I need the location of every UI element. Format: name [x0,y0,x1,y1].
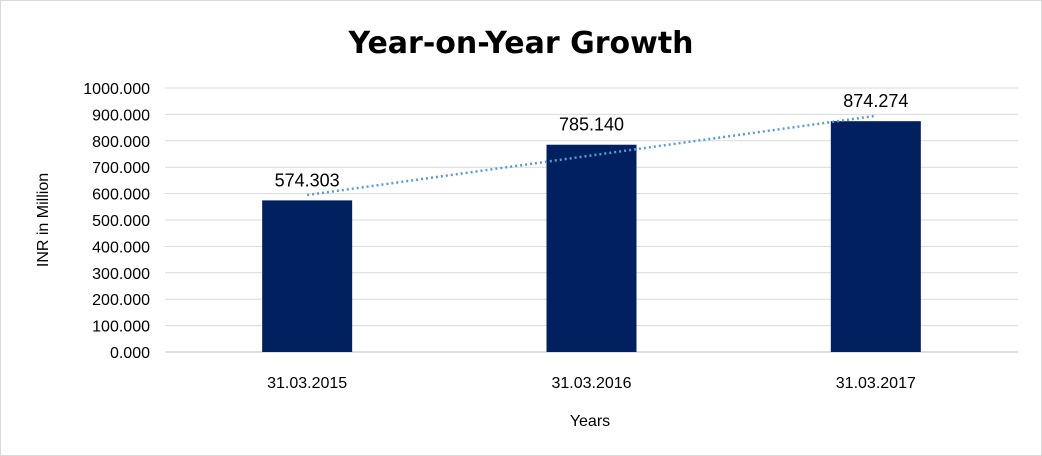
y-tick-label: 0.000 [110,345,150,362]
x-tick-label: 31.03.2016 [551,375,631,392]
y-tick-label: 500.000 [92,213,150,230]
y-axis-label: INR in Million [35,173,52,267]
data-label: 874.274 [843,91,908,111]
y-tick-label: 200.000 [92,292,150,309]
y-tick-label: 700.000 [92,160,150,177]
x-axis-label: Years [570,413,610,430]
y-tick-label: 300.000 [92,266,150,283]
y-tick-label: 1000.000 [83,81,150,98]
y-tick-label: 800.000 [92,134,150,151]
data-label: 574.303 [275,170,340,190]
data-label: 785.140 [559,115,624,135]
bar [546,144,637,352]
y-tick-label: 100.000 [92,319,150,336]
y-tick-label: 600.000 [92,187,150,204]
y-tick-label: 400.000 [92,239,150,256]
chart-title: Year-on-Year Growth [347,26,693,61]
bar [830,121,921,352]
x-tick-label: 31.03.2017 [836,375,916,392]
x-tick-label: 31.03.2015 [267,375,347,392]
y-tick-label: 900.000 [92,107,150,124]
bar [262,200,353,352]
trendline [306,114,877,197]
